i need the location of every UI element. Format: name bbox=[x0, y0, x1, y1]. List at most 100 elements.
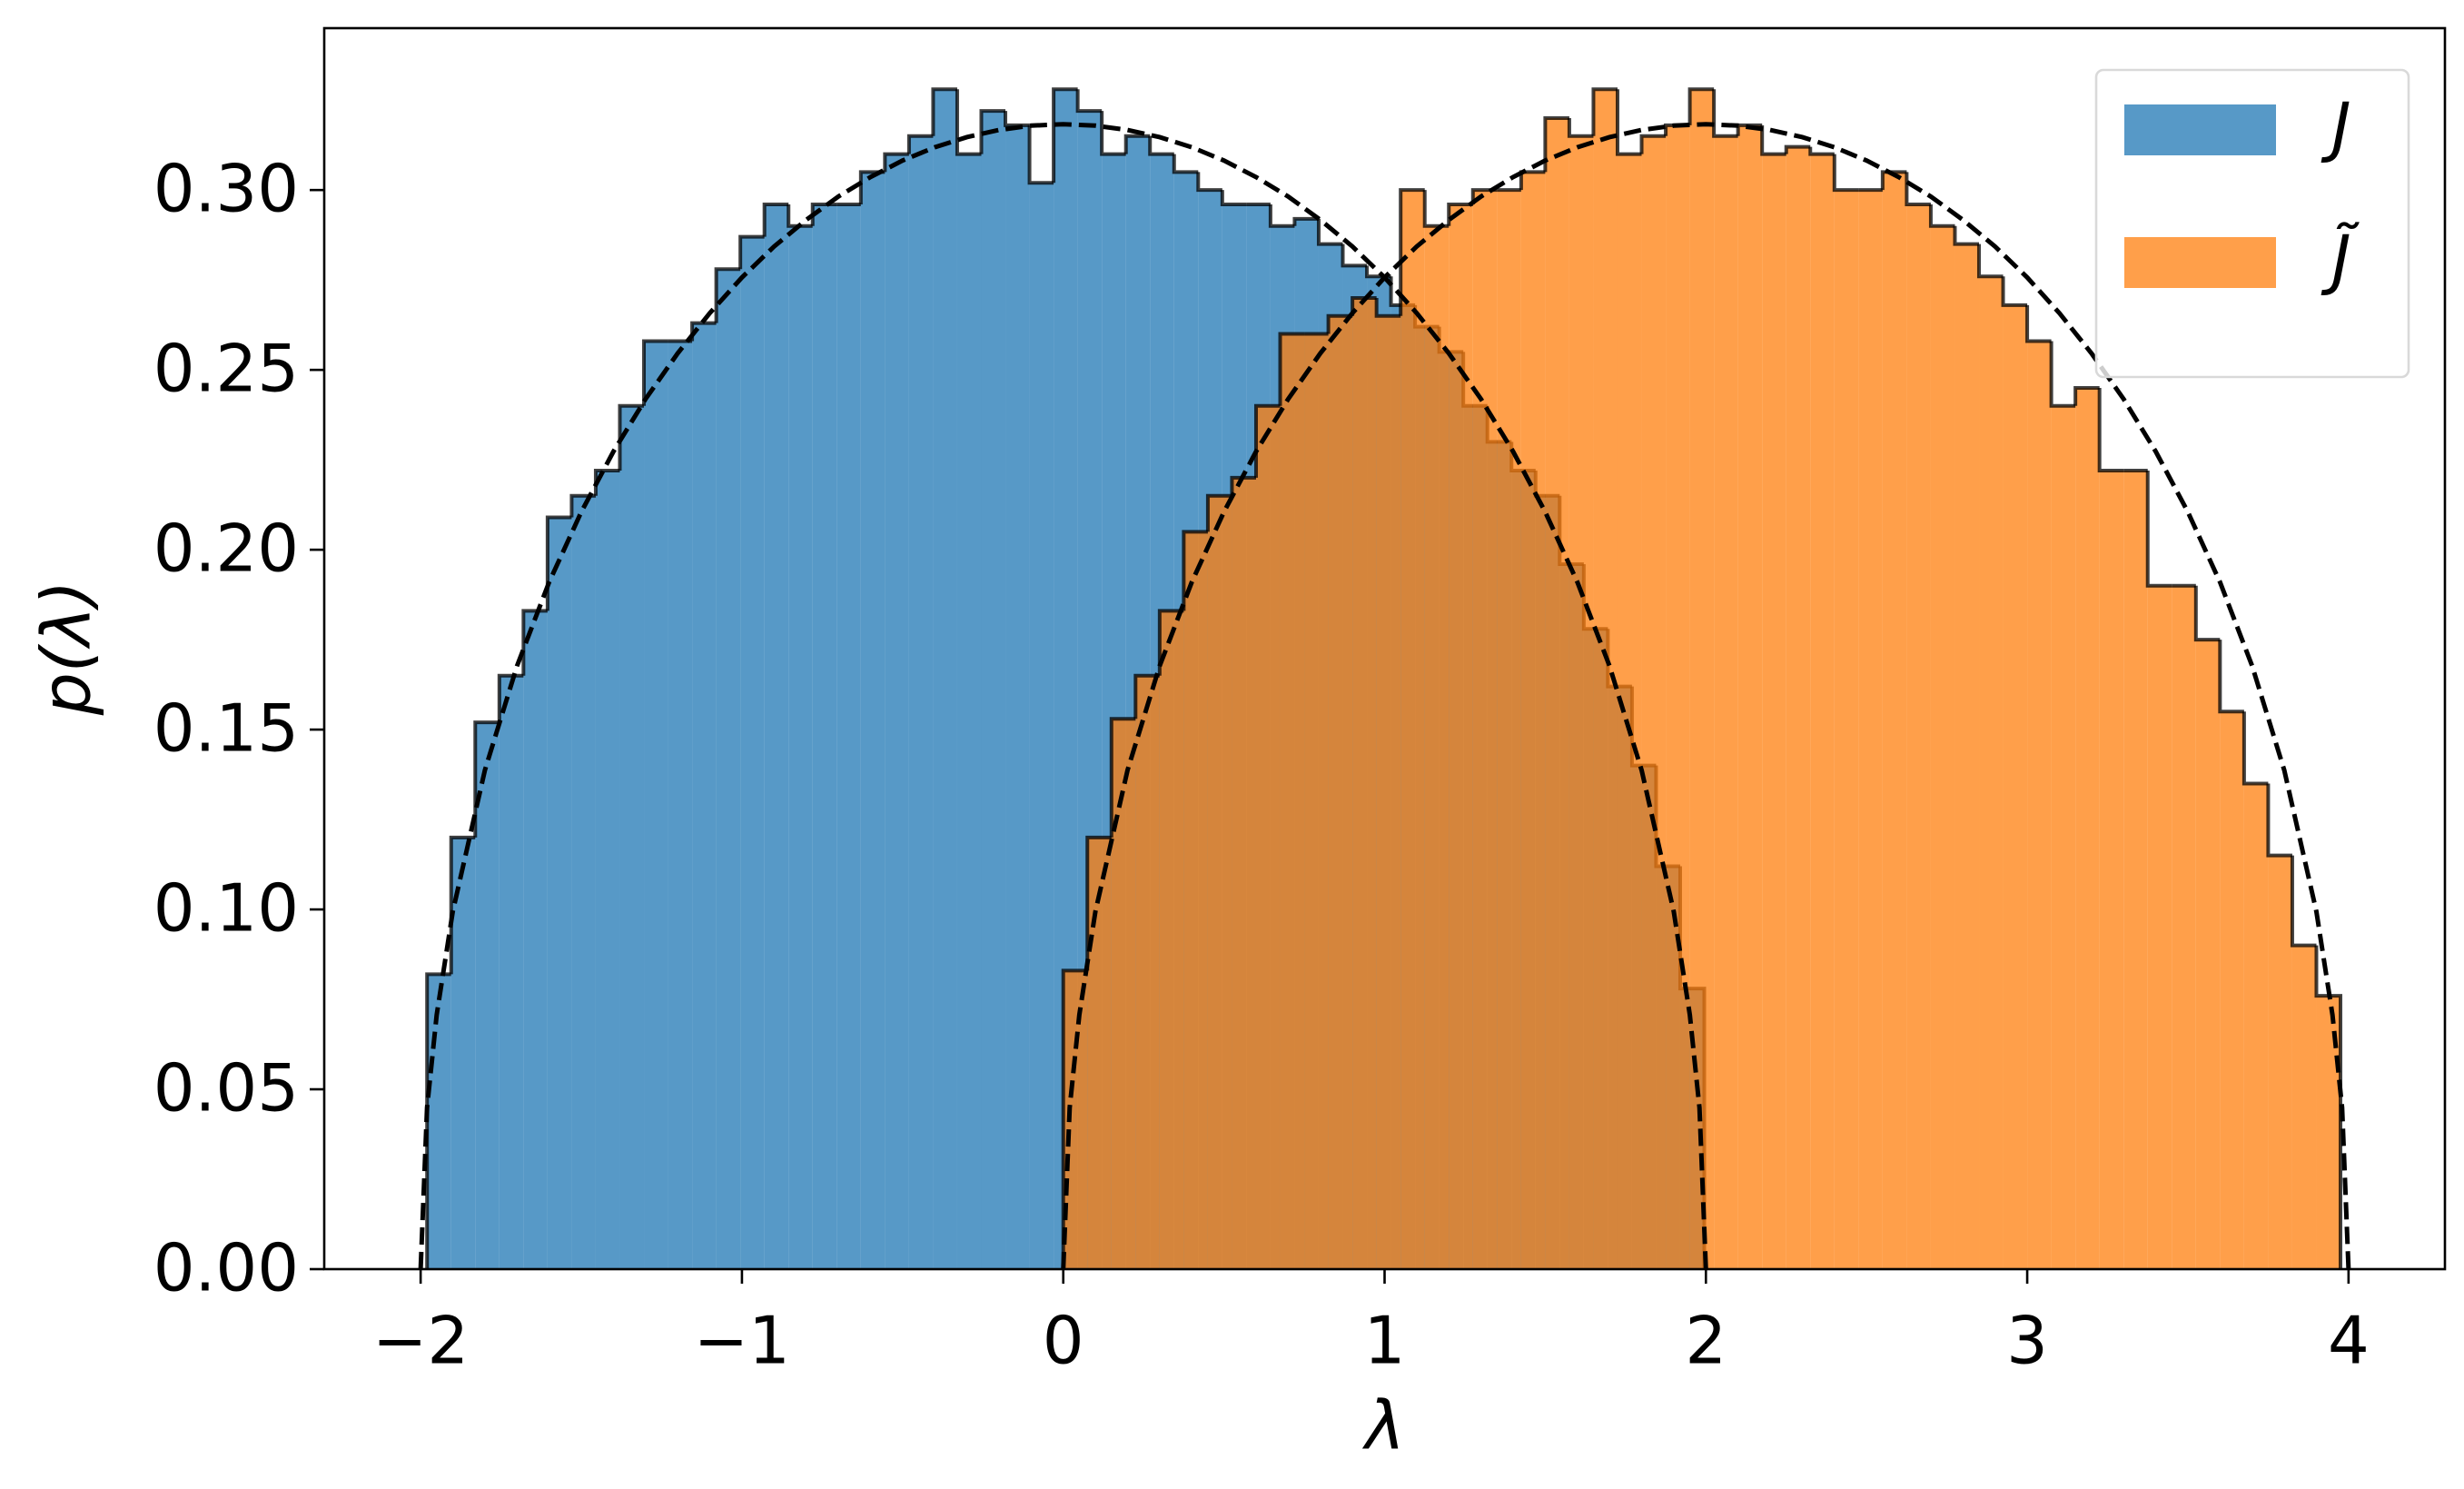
histogram-bar bbox=[2147, 585, 2172, 1269]
histogram-edge bbox=[1687, 87, 1715, 125]
y-tick-label: 0.00 bbox=[153, 1230, 299, 1306]
histogram-bar bbox=[692, 323, 717, 1269]
histogram-edge bbox=[1230, 475, 1256, 496]
histogram-bar bbox=[1472, 190, 1498, 1269]
x-tick-label: −1 bbox=[694, 1303, 790, 1379]
histogram-bar bbox=[2027, 341, 2052, 1269]
legend: JJ̃ bbox=[2094, 68, 2410, 379]
histogram-bar bbox=[1545, 117, 1569, 1270]
histogram-bar bbox=[1005, 124, 1030, 1270]
histogram-bar bbox=[547, 517, 572, 1269]
histogram-bar bbox=[2075, 387, 2100, 1269]
histogram-edge bbox=[2241, 711, 2269, 786]
histogram-edge bbox=[1616, 89, 1642, 156]
histogram-bar bbox=[1135, 675, 1160, 1269]
histogram-edge bbox=[1109, 717, 1136, 838]
histogram-edge bbox=[787, 204, 813, 228]
histogram-edge bbox=[2049, 341, 2076, 408]
histogram-edge bbox=[2145, 471, 2172, 588]
histogram-bar bbox=[1280, 333, 1305, 1269]
histogram-edge bbox=[2266, 783, 2292, 858]
histogram-bar bbox=[1714, 135, 1738, 1270]
histogram-bar bbox=[1786, 146, 1811, 1269]
histogram-edge bbox=[1205, 493, 1232, 532]
histogram-edge bbox=[1928, 204, 1955, 228]
histogram-bar bbox=[644, 341, 668, 1269]
histogram-edge bbox=[1784, 144, 1811, 154]
histogram-edge bbox=[738, 234, 765, 270]
histogram-bar bbox=[1424, 225, 1450, 1270]
histogram-bar bbox=[885, 154, 909, 1269]
y-tick-label: 0.25 bbox=[153, 331, 299, 407]
histogram-bar bbox=[595, 471, 620, 1269]
x-tick-label: 0 bbox=[1043, 1303, 1084, 1379]
histogram-edge bbox=[473, 720, 500, 838]
x-tick-label: 3 bbox=[2006, 1303, 2048, 1379]
histogram-edge bbox=[1085, 835, 1112, 971]
histogram-bar bbox=[1641, 135, 1667, 1270]
histogram-edge bbox=[1639, 134, 1667, 154]
histogram-edge bbox=[2218, 640, 2244, 714]
x-axis-label: λ bbox=[1361, 1387, 1405, 1465]
histogram-bar bbox=[1979, 276, 2004, 1270]
histogram-edge bbox=[2001, 276, 2028, 307]
histogram-edge bbox=[1712, 89, 1738, 138]
x-tick-label: 1 bbox=[1364, 1303, 1406, 1379]
histogram-edge bbox=[1133, 673, 1160, 720]
histogram-edge bbox=[1278, 332, 1305, 406]
density-curve bbox=[418, 122, 1708, 1270]
histogram-bar bbox=[908, 135, 934, 1270]
y-tick-label: 0.30 bbox=[153, 151, 299, 227]
histogram-edge bbox=[1447, 203, 1473, 226]
histogram-edge bbox=[1880, 170, 1907, 191]
histogram-bar bbox=[1858, 190, 1883, 1269]
histogram-edge bbox=[1052, 87, 1078, 184]
histogram-bar bbox=[2268, 855, 2292, 1269]
histogram-bar bbox=[1376, 315, 1401, 1269]
histogram-edge bbox=[931, 87, 957, 136]
histogram-edge bbox=[1341, 243, 1368, 268]
histogram-bar bbox=[764, 204, 789, 1269]
y-tick-label: 0.15 bbox=[153, 690, 299, 767]
histogram-bar bbox=[1834, 190, 1859, 1269]
histogram-edge bbox=[2193, 585, 2221, 642]
histogram-bar bbox=[1352, 297, 1377, 1269]
histogram-bar bbox=[450, 837, 476, 1269]
histogram-edge bbox=[1316, 218, 1343, 246]
legend-swatch bbox=[2124, 237, 2276, 288]
histogram-bar bbox=[2195, 640, 2221, 1269]
histogram-bar bbox=[1954, 243, 1980, 1270]
histogram-bar bbox=[1762, 154, 1786, 1269]
histogram-bar bbox=[1328, 315, 1353, 1269]
histogram-edge bbox=[1543, 115, 1569, 173]
histogram-bar bbox=[2243, 783, 2269, 1269]
histogram-bar bbox=[812, 204, 837, 1269]
legend-swatch bbox=[2124, 104, 2276, 155]
histogram-bar bbox=[571, 495, 596, 1269]
histogram-bar bbox=[1737, 124, 1763, 1270]
histogram-edge bbox=[1196, 172, 1222, 193]
histogram-edge bbox=[1100, 111, 1126, 156]
histogram-bar bbox=[740, 236, 765, 1269]
histogram-edge bbox=[1220, 190, 1247, 207]
histogram-bar bbox=[933, 89, 957, 1269]
histogram-edge bbox=[1832, 154, 1859, 193]
histogram-bar bbox=[860, 172, 886, 1269]
histogram-bar bbox=[1111, 719, 1136, 1269]
histogram-bar bbox=[1689, 89, 1715, 1269]
histogram-bar bbox=[523, 610, 548, 1269]
histogram-edge bbox=[1977, 243, 2004, 279]
histogram-edge bbox=[1182, 530, 1208, 611]
histogram-bar bbox=[1183, 531, 1208, 1269]
histogram-edge bbox=[714, 267, 741, 323]
histogram-bar bbox=[2051, 405, 2076, 1269]
histogram-bar bbox=[836, 204, 861, 1269]
histogram-bar bbox=[1087, 837, 1112, 1269]
histogram-bar bbox=[1029, 183, 1054, 1269]
histogram-bar bbox=[981, 111, 1006, 1270]
histogram-edge bbox=[449, 835, 476, 975]
histogram-edge bbox=[955, 89, 982, 156]
histogram-edge bbox=[593, 469, 620, 496]
histogram-bar bbox=[2099, 471, 2124, 1269]
